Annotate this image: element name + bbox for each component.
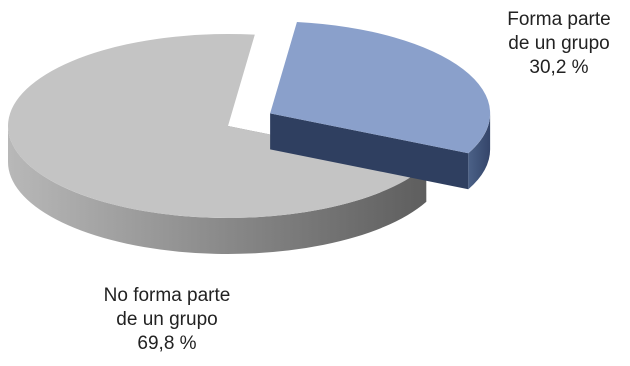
slice-forma-parte <box>270 22 491 154</box>
slice-no-forma-parte <box>8 33 427 218</box>
slice-side-no-forma-parte <box>8 126 427 254</box>
slice-label-no-forma-parte: No forma parte de un grupo 69,8 % <box>62 284 272 356</box>
slice-value-label: 69,8 % <box>137 333 197 354</box>
slice-label-line1: No forma parte <box>103 285 231 306</box>
slice-label-forma-parte: Forma parte de un grupo 30,2 % <box>486 8 630 80</box>
slice-value-label: 30,2 % <box>529 57 589 78</box>
slice-side-forma-parte <box>468 113 491 190</box>
slice-wall-forma-parte <box>270 113 469 190</box>
slice-label-line2: de un grupo <box>508 33 610 54</box>
slice-label-line2: de un grupo <box>116 309 218 330</box>
slice-label-line1: Forma parte <box>507 9 611 30</box>
